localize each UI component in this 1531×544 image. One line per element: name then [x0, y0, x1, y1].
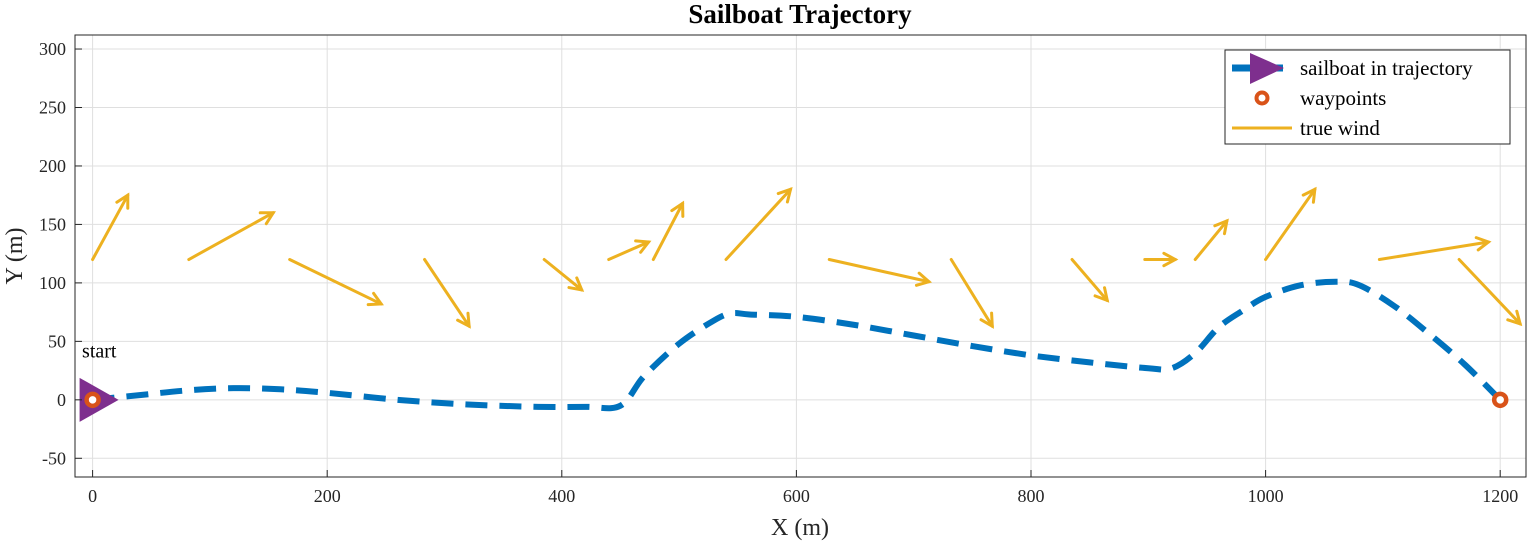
wind-arrow	[724, 187, 793, 262]
y-axis-label: Y (m)	[2, 227, 28, 284]
y-tick-label: 200	[39, 156, 66, 176]
y-tick-label: 150	[39, 214, 66, 234]
legend-label-true-wind: true wind	[1300, 116, 1380, 140]
y-tick-label: -50	[42, 448, 66, 468]
legend-waypoint-icon	[1254, 90, 1270, 106]
x-tick-label: 200	[314, 486, 341, 506]
wind-arrow	[423, 258, 471, 329]
waypoint-marker	[84, 391, 101, 409]
chart-title: Sailboat Trajectory	[688, 0, 912, 29]
trajectory-line	[92, 278, 1503, 412]
legend-label-waypoints: waypoints	[1300, 86, 1386, 110]
legend: sailboat in trajectory waypoints true wi…	[1224, 49, 1511, 145]
wind-arrow	[607, 239, 652, 262]
y-tick-label: 0	[57, 390, 66, 410]
x-tick-label: 0	[88, 486, 97, 506]
wind-arrow	[1457, 258, 1523, 327]
data-layer	[79, 186, 1523, 422]
x-tick-label: 600	[783, 486, 810, 506]
wind-arrow	[187, 211, 276, 262]
wind-arrow	[288, 258, 384, 307]
wind-arrow	[827, 258, 932, 287]
annotations: start	[82, 341, 117, 363]
wind-arrow	[1070, 258, 1110, 303]
wind-arrow	[91, 192, 130, 262]
wind-arrow	[949, 258, 994, 329]
x-tick-label: 1200	[1482, 486, 1518, 506]
y-tick-label: 300	[39, 39, 66, 59]
waypoint-marker	[1491, 391, 1509, 409]
wind-arrow	[1193, 218, 1229, 262]
legend-boat-icon	[1250, 53, 1284, 84]
start-label: start	[82, 341, 117, 363]
plot-frame	[74, 34, 1527, 478]
wind-arrow	[1143, 251, 1179, 268]
wind-arrow	[651, 200, 685, 262]
x-tick-label: 800	[1017, 486, 1044, 506]
y-tick-label: 250	[39, 97, 66, 117]
legend-label-trajectory: sailboat in trajectory	[1300, 56, 1473, 80]
wind-arrow	[1377, 236, 1492, 262]
y-tick-label: 50	[48, 331, 66, 351]
y-tick-label: 100	[39, 273, 66, 293]
grid	[75, 35, 1526, 477]
x-tick-label: 400	[548, 486, 575, 506]
wind-arrow	[542, 258, 585, 292]
x-axis-label: X (m)	[771, 515, 829, 541]
x-tick-label: 1000	[1248, 486, 1284, 506]
axes: 0 200 400 600 800 1000 1200 -50 0 50 100 150 200 250 3…	[39, 34, 1527, 506]
wind-arrow	[1264, 186, 1317, 262]
